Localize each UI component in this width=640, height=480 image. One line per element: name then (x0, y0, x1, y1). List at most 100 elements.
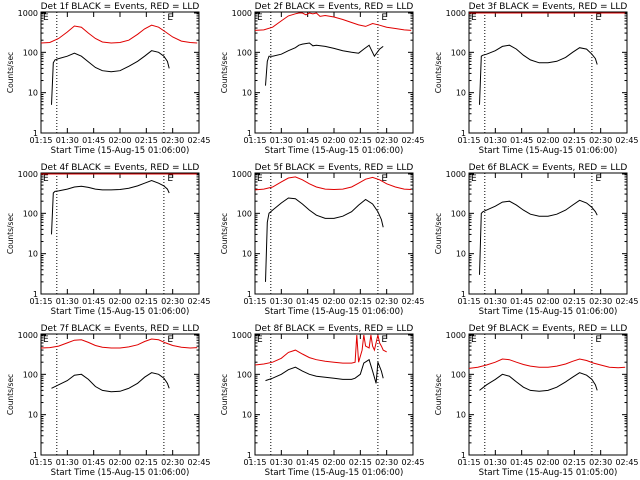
y-tick-label: 100 (23, 370, 38, 379)
y-tick-label: 10 (28, 89, 38, 98)
y-tick-label: 100 (237, 370, 252, 379)
event-marker-label: E (257, 335, 263, 345)
x-tick-label: 02:45 (401, 136, 424, 145)
y-tick-label: 10 (456, 89, 466, 98)
x-tick-label: 01:45 (82, 458, 105, 467)
x-tick-label: 02:15 (563, 458, 586, 467)
x-axis-label: Start Time (15-Aug-15 01:06:00) (51, 146, 190, 156)
plot-frame (254, 172, 414, 295)
x-axis-label: Start Time (15-Aug-15 01:06:00) (479, 307, 618, 317)
panel-title: Det 2f BLACK = Events, RED = LLD (255, 2, 414, 12)
x-tick-label: 01:30 (56, 297, 79, 306)
panel-title: Det 4f BLACK = Events, RED = LLD (41, 163, 200, 173)
panel-det-7: Det 7f BLACK = Events, RED = LLD 1 10 100 10… (6, 324, 211, 478)
plot-frame (40, 172, 200, 295)
x-tick-label: 02:45 (187, 458, 210, 467)
x-tick-label: 02:00 (536, 297, 559, 306)
x-tick-label: 02:00 (108, 458, 131, 467)
x-tick-label: 02:15 (349, 458, 372, 467)
x-tick-label: 02:15 (135, 136, 158, 145)
x-tick-label: 01:45 (510, 297, 533, 306)
y-axis-label: Counts/sec (6, 213, 15, 254)
event-marker-label: E (257, 13, 263, 23)
event-marker-label: E (471, 335, 477, 345)
x-tick-label: 01:15 (457, 136, 480, 145)
series-line-events (479, 199, 598, 275)
panel-title: Det 3f BLACK = Events, RED = LLD (469, 2, 628, 12)
y-tick-label: 10 (242, 89, 252, 98)
x-tick-label: 01:15 (457, 458, 480, 467)
y-axis-label: Counts/sec (220, 374, 229, 415)
x-tick-label: 02:30 (161, 458, 184, 467)
y-tick-label: 1000 (446, 9, 466, 18)
series-line-lld (254, 176, 412, 191)
y-tick-label: 100 (237, 209, 252, 218)
x-tick-label: 01:45 (82, 136, 105, 145)
y-axis-label: Counts/sec (220, 213, 229, 254)
x-tick-label: 02:15 (349, 136, 372, 145)
x-tick-label: 01:45 (296, 458, 319, 467)
y-tick-label: 1000 (232, 331, 252, 340)
panel-title: Det 6f BLACK = Events, RED = LLD (469, 163, 628, 173)
y-axis-label: Counts/sec (434, 52, 443, 93)
y-axis-label: Counts/sec (6, 52, 15, 93)
x-tick-label: 01:15 (243, 136, 266, 145)
y-tick-label: 100 (451, 48, 466, 57)
event-marker-label: E (167, 174, 173, 184)
x-tick-label: 02:00 (108, 136, 131, 145)
series-line-events (51, 179, 170, 235)
x-tick-label: 02:45 (615, 136, 638, 145)
x-tick-label: 01:45 (510, 136, 533, 145)
y-axis-label: Counts/sec (220, 52, 229, 93)
plot-frame (40, 11, 200, 134)
plot-frame (468, 333, 628, 456)
y-axis-label: Counts/sec (6, 374, 15, 415)
event-marker-label: E (595, 335, 601, 345)
x-tick-label: 02:00 (536, 136, 559, 145)
x-tick-label: 02:30 (589, 297, 612, 306)
y-tick-label: 1 (33, 290, 38, 299)
plot-frame (468, 11, 628, 134)
event-marker-label: E (595, 13, 601, 23)
panel-det-8: Det 8f BLACK = Events, RED = LLD 1 10 100 10… (220, 324, 425, 478)
panel-title: Det 8f BLACK = Events, RED = LLD (255, 324, 414, 334)
series-line-events (265, 42, 384, 86)
y-tick-label: 100 (23, 48, 38, 57)
series-line-lld (254, 12, 412, 31)
panel-title: Det 1f BLACK = Events, RED = LLD (41, 2, 200, 12)
x-axis-label: Start Time (15-Aug-15 01:06:00) (265, 146, 404, 156)
plot-frame (40, 333, 200, 456)
x-tick-label: 02:30 (375, 297, 398, 306)
series-line-lld (254, 334, 387, 366)
panel-det-4: Det 4f BLACK = Events, RED = LLD 1 10 100 10… (6, 163, 211, 317)
y-tick-label: 10 (242, 411, 252, 420)
series-line-events (265, 197, 384, 282)
event-marker-label: E (471, 174, 477, 184)
x-tick-label: 02:45 (401, 297, 424, 306)
series-line-events (479, 44, 598, 105)
panel-det-6: Det 6f BLACK = Events, RED = LLD 1 10 100 10… (434, 163, 639, 317)
x-tick-label: 02:15 (563, 136, 586, 145)
x-tick-label: 01:30 (270, 297, 293, 306)
plot-frame (254, 333, 414, 456)
event-marker-label: E (167, 13, 173, 23)
x-tick-label: 02:30 (375, 136, 398, 145)
x-tick-label: 02:15 (135, 458, 158, 467)
panel-det-9: Det 9f BLACK = Events, RED = LLD 1 10 100 10… (434, 324, 639, 478)
x-tick-label: 02:45 (615, 297, 638, 306)
x-tick-label: 02:45 (615, 458, 638, 467)
x-tick-label: 02:30 (589, 136, 612, 145)
y-tick-label: 1000 (232, 170, 252, 179)
x-tick-label: 01:30 (484, 297, 507, 306)
x-tick-label: 01:15 (29, 458, 52, 467)
x-tick-label: 02:15 (563, 297, 586, 306)
y-axis-label: Counts/sec (434, 213, 443, 254)
y-tick-label: 1 (461, 451, 466, 460)
x-axis-label: Start Time (15-Aug-15 01:06:00) (479, 146, 618, 156)
y-tick-label: 100 (237, 48, 252, 57)
event-marker-label: E (257, 174, 263, 184)
x-tick-label: 01:30 (56, 136, 79, 145)
x-axis-label: Start Time (15-Aug-15 01:05:00) (479, 468, 618, 478)
y-axis-label: Counts/sec (434, 374, 443, 415)
x-tick-label: 02:45 (187, 297, 210, 306)
